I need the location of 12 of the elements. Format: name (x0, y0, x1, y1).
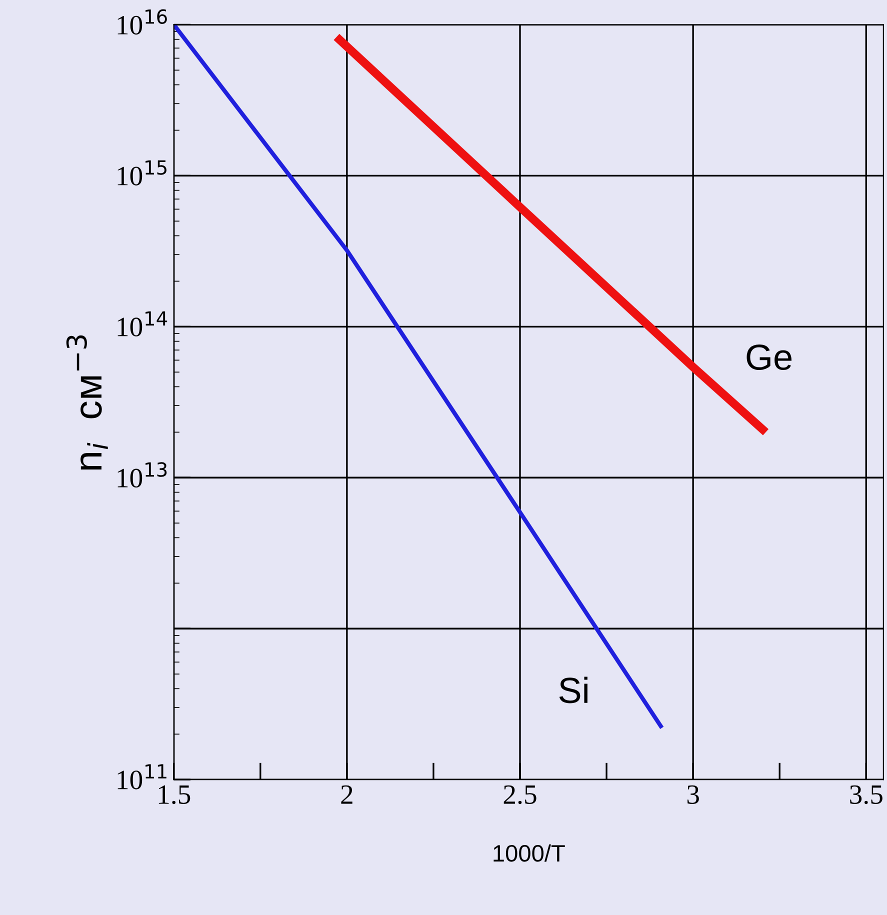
series-label: Ge (746, 344, 792, 370)
y-tick-label: 10$^{15}$ (118, 160, 166, 186)
y-axis-title: n$_{i}$ cм$^{−3}$ (66, 335, 108, 470)
x-axis-title: 1000/T (494, 844, 565, 862)
y-tick-label: 10$^{16}$ (118, 9, 167, 35)
x-tick-label: 2 (341, 785, 352, 804)
y-tick-label: 10$^{14}$ (118, 311, 168, 336)
y-tick-label: 10$^{13}$ (118, 462, 167, 488)
series-label: Si (559, 676, 588, 704)
x-tick-label: 2.5 (504, 785, 536, 804)
x-tick-label: 3 (687, 785, 699, 804)
x-tick-label: 3.5 (850, 785, 882, 804)
